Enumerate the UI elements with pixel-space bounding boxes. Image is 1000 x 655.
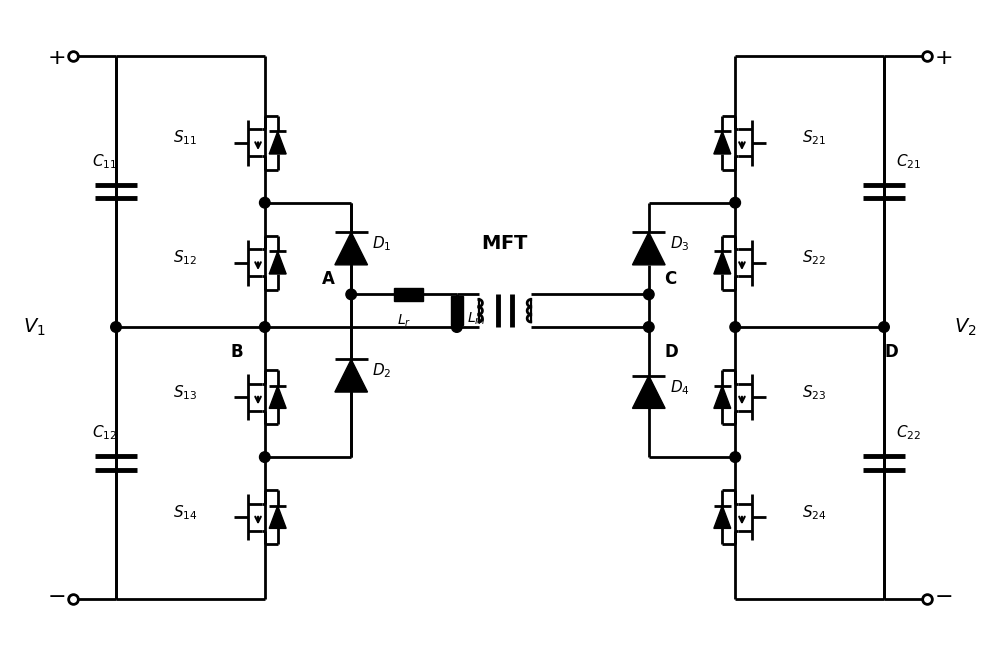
- Circle shape: [346, 289, 356, 299]
- Circle shape: [644, 322, 654, 332]
- Text: $C_{21}$: $C_{21}$: [896, 152, 921, 170]
- Text: $\mathbf{D}$: $\mathbf{D}$: [664, 345, 679, 362]
- Circle shape: [452, 322, 462, 332]
- Text: $C_{22}$: $C_{22}$: [896, 423, 921, 441]
- Text: $S_{21}$: $S_{21}$: [802, 128, 827, 147]
- Text: $V_2$: $V_2$: [954, 317, 977, 338]
- Text: $-$: $-$: [47, 585, 66, 605]
- Polygon shape: [269, 132, 286, 154]
- Circle shape: [730, 197, 740, 208]
- Text: $\mathbf{D}$: $\mathbf{D}$: [884, 345, 899, 362]
- Text: $D_4$: $D_4$: [670, 378, 690, 397]
- Polygon shape: [335, 233, 368, 265]
- Text: $S_{22}$: $S_{22}$: [802, 248, 827, 267]
- Text: $+$: $+$: [934, 48, 953, 68]
- Text: $S_{11}$: $S_{11}$: [173, 128, 198, 147]
- Text: $S_{12}$: $S_{12}$: [173, 248, 198, 267]
- Polygon shape: [269, 386, 286, 408]
- Text: $+$: $+$: [47, 48, 66, 68]
- Circle shape: [260, 322, 270, 332]
- Circle shape: [879, 322, 889, 332]
- Polygon shape: [714, 132, 731, 154]
- Polygon shape: [632, 376, 665, 408]
- Text: $S_{13}$: $S_{13}$: [173, 383, 198, 402]
- Text: $S_{14}$: $S_{14}$: [173, 503, 198, 521]
- Text: $L_m$: $L_m$: [467, 310, 486, 327]
- Text: $D_1$: $D_1$: [372, 234, 392, 253]
- Text: $\mathbf{MFT}$: $\mathbf{MFT}$: [481, 235, 529, 253]
- Text: $D_2$: $D_2$: [372, 362, 392, 381]
- Polygon shape: [632, 233, 665, 265]
- Text: $V_1$: $V_1$: [23, 317, 46, 338]
- Bar: [451, 296, 463, 325]
- Polygon shape: [269, 252, 286, 274]
- Text: $S_{23}$: $S_{23}$: [802, 383, 827, 402]
- Polygon shape: [714, 252, 731, 274]
- Circle shape: [730, 322, 740, 332]
- Circle shape: [730, 452, 740, 462]
- Text: $\mathbf{B}$: $\mathbf{B}$: [230, 345, 244, 362]
- Bar: [394, 288, 423, 301]
- Circle shape: [260, 197, 270, 208]
- Text: $-$: $-$: [934, 585, 953, 605]
- Text: $\mathbf{A}$: $\mathbf{A}$: [321, 271, 336, 288]
- Polygon shape: [269, 506, 286, 529]
- Text: $S_{24}$: $S_{24}$: [802, 503, 827, 521]
- Circle shape: [260, 452, 270, 462]
- Polygon shape: [714, 386, 731, 408]
- Polygon shape: [714, 506, 731, 529]
- Text: $L_r$: $L_r$: [397, 312, 411, 329]
- Text: $C_{12}$: $C_{12}$: [92, 423, 117, 441]
- Circle shape: [111, 322, 121, 332]
- Polygon shape: [335, 360, 368, 392]
- Text: $C_{11}$: $C_{11}$: [92, 152, 117, 170]
- Circle shape: [644, 289, 654, 299]
- Text: $D_3$: $D_3$: [670, 234, 690, 253]
- Text: $\mathbf{C}$: $\mathbf{C}$: [664, 271, 677, 288]
